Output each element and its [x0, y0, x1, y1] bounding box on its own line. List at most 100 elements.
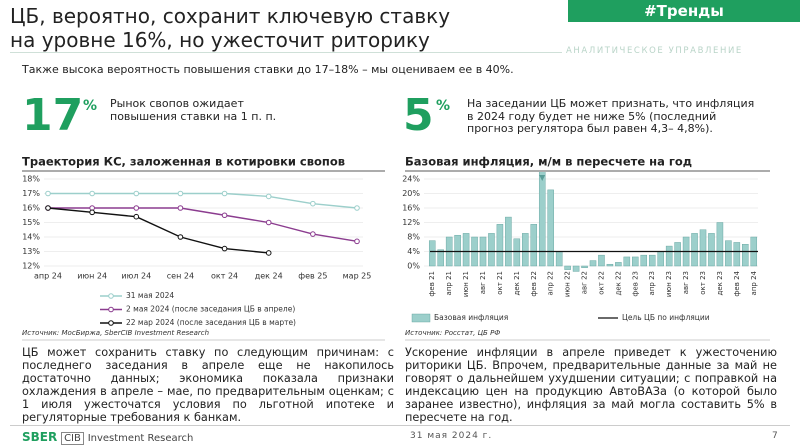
x-tick-label: окт 21 — [496, 271, 504, 295]
division: Investment Research — [87, 433, 194, 444]
y-tick-label: 16% — [22, 204, 40, 213]
department: АНАЛИТИЧЕСКОЕ УПРАВЛЕНИЕ — [566, 46, 743, 56]
bar — [428, 240, 436, 267]
y-tick-label: 20% — [402, 189, 420, 198]
rule — [10, 52, 562, 53]
point — [310, 231, 316, 237]
bar — [530, 224, 538, 267]
bar — [555, 251, 563, 267]
paragraph: Ускорение инфляции в апреле приведет к у… — [405, 346, 777, 424]
bar — [513, 238, 521, 267]
bar — [716, 222, 724, 267]
source: Источник: Росстат, ЦБ РФ — [405, 329, 500, 337]
bar — [547, 189, 554, 267]
line-chart: 12% 13% 14% 15% 16% 17% 18% апр 24 июн 24 июл 24 с… — [22, 175, 371, 328]
bar — [437, 249, 444, 267]
y-tick-label: 18% — [22, 175, 40, 184]
point — [265, 219, 272, 226]
y-tick-label: 17% — [22, 189, 40, 198]
bar — [632, 256, 639, 267]
point — [177, 234, 184, 240]
x-tick-label: апр 24 — [750, 270, 758, 295]
series-line — [48, 207, 358, 243]
stat-text: Рынок свопов ожидает повышения ставки на… — [110, 97, 277, 123]
stat-unit: % — [83, 98, 98, 114]
y-tick-label: 12% — [402, 218, 420, 227]
x-tick-label: окт 22 — [597, 271, 605, 295]
y-tick-label: 15% — [22, 218, 40, 227]
bar — [538, 172, 546, 267]
point — [265, 193, 272, 200]
bar — [648, 254, 656, 267]
bar — [581, 265, 588, 269]
y-tick-label: 0% — [407, 262, 420, 271]
bar — [505, 216, 512, 267]
bar — [488, 233, 495, 267]
y-tick-label: 12% — [22, 262, 40, 271]
bar — [454, 234, 461, 267]
point — [221, 245, 228, 252]
point — [221, 212, 228, 219]
y-tick-label: 13% — [22, 247, 40, 256]
bar — [665, 245, 673, 267]
x-tick-label: авг 21 — [479, 271, 487, 294]
x-tick-label: дек 24 — [255, 272, 283, 281]
point — [354, 238, 360, 245]
stat-number: 5 — [403, 90, 434, 141]
point — [265, 250, 272, 256]
bar — [640, 254, 648, 267]
y-tick-label: 4% — [407, 247, 420, 256]
x-tick-label: дек 23 — [716, 271, 724, 296]
x-tick-label: авг 23 — [682, 271, 690, 294]
bar — [708, 233, 715, 267]
point — [310, 200, 316, 207]
point — [177, 205, 184, 211]
legend-swatch — [108, 306, 114, 313]
point — [177, 190, 184, 197]
bar — [496, 224, 504, 267]
x-tick-label: апр 21 — [445, 271, 453, 295]
source: Источник: МосБиржа, SberCIB Investment R… — [22, 329, 209, 337]
x-tick-label: фев 24 — [733, 270, 741, 296]
overflow-arrow — [539, 175, 546, 181]
x-tick-label: мар 25 — [343, 272, 372, 281]
legend-swatch — [411, 313, 431, 323]
y-tick-label: 16% — [402, 204, 420, 213]
bar — [699, 229, 707, 267]
legend-label: 2 мая 2024 (после заседания ЦБ в апреле) — [126, 305, 295, 314]
point — [133, 190, 140, 197]
legend-label: 22 мар 2024 (после заседания ЦБ в марте) — [126, 318, 296, 327]
brand: SBER — [22, 430, 58, 444]
x-tick-label: окт 23 — [699, 271, 707, 295]
x-tick-label: дек 22 — [614, 271, 622, 296]
x-tick-label: апр 24 — [34, 272, 62, 281]
stat-number: 17 — [22, 90, 84, 141]
point — [45, 205, 51, 211]
x-tick-label: фев 25 — [298, 272, 327, 281]
legend-label: Базовая инфляция — [434, 313, 508, 322]
x-tick-label: июн 21 — [462, 271, 470, 297]
bar — [589, 260, 597, 267]
point — [133, 205, 140, 211]
bar — [572, 265, 580, 272]
bar — [462, 233, 470, 267]
x-tick-label: дек 21 — [513, 271, 521, 296]
bar — [598, 254, 605, 267]
chart-title: Траектория КС, заложенная в котировки св… — [22, 155, 345, 169]
x-tick-label: июн 23 — [665, 271, 673, 297]
point — [45, 190, 51, 197]
series-line — [47, 207, 269, 254]
legend-label: 31 мая 2024 — [126, 291, 174, 300]
bar — [657, 251, 664, 267]
title: ЦБ, вероятно, сохранит ключевую ставку н… — [10, 4, 450, 52]
y-tick-label: 14% — [22, 233, 40, 242]
point — [89, 209, 95, 216]
paragraph: ЦБ может сохранить ставку по следующим п… — [22, 346, 394, 424]
x-tick-label: апр 23 — [648, 271, 656, 295]
x-tick-label: июл 24 — [121, 272, 151, 281]
bar — [725, 240, 732, 267]
bar-chart: 0% 4% 8% 12% 16% 20% 24% Базовая инфляция фев 21… — [402, 172, 758, 323]
footer-brand: SBER CIB Investment Research — [22, 430, 194, 445]
bar — [522, 233, 529, 267]
